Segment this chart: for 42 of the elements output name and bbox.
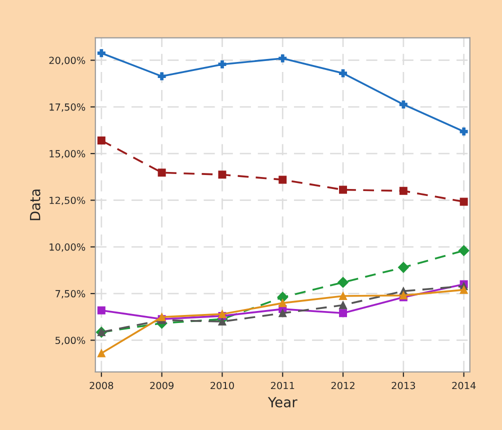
point [399, 100, 408, 108]
point [97, 349, 106, 358]
y-axis-title: Data [30, 190, 40, 220]
point [97, 49, 106, 58]
y-tick-label: 20,00% [49, 56, 86, 66]
point [339, 292, 348, 300]
point [278, 309, 287, 318]
x-tick-label: 2011 [270, 382, 294, 390]
x-tick-label: 2010 [210, 382, 234, 390]
point [398, 262, 409, 273]
point [278, 54, 287, 62]
x-tick-label: 2014 [452, 382, 476, 390]
point [339, 186, 348, 194]
x-tick-label: 2013 [392, 382, 416, 390]
point [218, 318, 226, 326]
y-tick-label: 12,50% [50, 196, 86, 206]
x-tick-label: 2009 [150, 382, 174, 390]
x-axis-title: Year [268, 397, 298, 408]
point [339, 309, 348, 318]
point [278, 299, 287, 308]
point [460, 128, 468, 136]
y-tick-label: 7,50% [56, 290, 86, 298]
point [278, 176, 287, 184]
point [339, 69, 348, 78]
point [338, 276, 348, 288]
point [158, 168, 166, 177]
point [460, 198, 468, 206]
point [460, 286, 468, 294]
y-tick-label: 5,00% [56, 336, 86, 346]
point [218, 60, 226, 68]
point [158, 72, 166, 80]
x-tick-label: 2008 [90, 382, 114, 390]
y-tick-label: 15,00% [50, 150, 86, 158]
point [399, 186, 408, 195]
point [218, 170, 226, 179]
point [97, 136, 106, 144]
y-tick-label: 10,00% [50, 243, 86, 252]
point [458, 245, 470, 256]
y-tick-label: 17,50% [50, 103, 86, 112]
x-tick-label: 2012 [331, 382, 354, 390]
point [97, 306, 106, 314]
point [339, 301, 348, 310]
